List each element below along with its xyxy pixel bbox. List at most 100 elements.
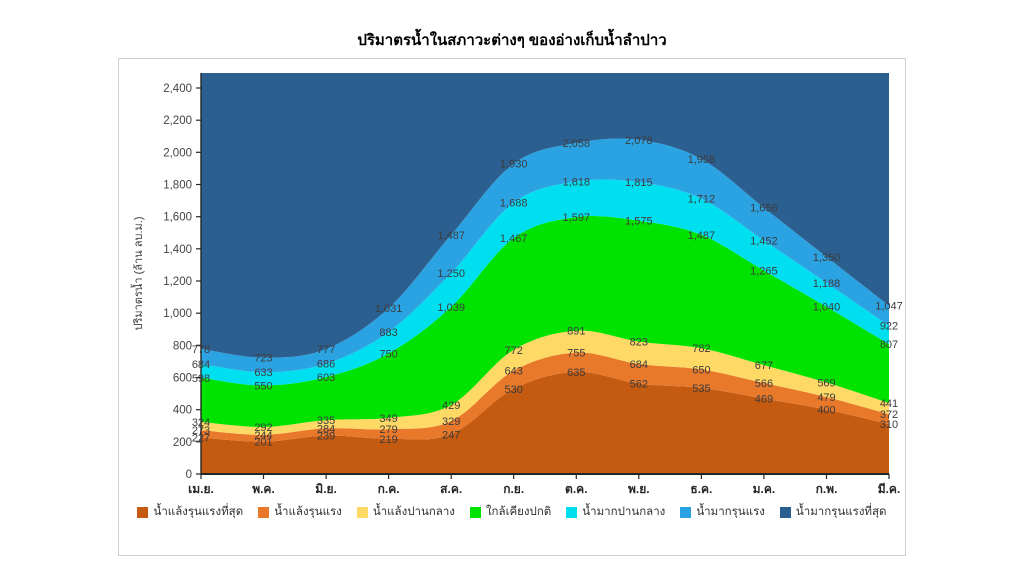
data-label: 1,815 [625, 177, 653, 189]
data-label: 244 [254, 430, 272, 442]
legend-item-6: น้ำมากรุนแรง [680, 503, 765, 521]
area-series-7 [201, 73, 889, 358]
data-label: 684 [630, 359, 648, 371]
data-label: 1,818 [563, 177, 591, 189]
y-axis-title: ปริมาตรน้ำ (ล้าน ลบ.ม.) [130, 216, 145, 330]
y-tick-label: 1,600 [163, 212, 192, 224]
x-category-label: เม.ย. [188, 482, 214, 496]
data-label: 284 [317, 423, 335, 435]
data-label: 372 [880, 409, 898, 421]
y-tick-label: 600 [173, 373, 192, 385]
legend-item-1: น้ำแล้งรุนแรงที่สุด [137, 503, 243, 521]
data-label: 1,487 [688, 230, 716, 242]
data-label: 677 [755, 360, 773, 372]
legend: น้ำแล้งรุนแรงที่สุด น้ำแล้งรุนแรง น้ำแล้งป… [119, 503, 905, 521]
data-label: 1,188 [813, 278, 841, 290]
legend-swatch-icon [258, 506, 270, 518]
legend-label: น้ำแล้งรุนแรง [274, 506, 342, 518]
data-label: 684 [192, 359, 210, 371]
data-label: 239 [317, 431, 335, 443]
y-tick-label: 1,200 [163, 276, 192, 288]
data-label: 1,712 [688, 194, 716, 206]
legend-label: น้ำมากปานกลาง [582, 506, 666, 518]
x-category-label: ธ.ค. [690, 482, 712, 496]
data-label: 1,031 [375, 303, 403, 315]
data-label: 1,467 [500, 233, 528, 245]
data-label: 1,040 [813, 302, 841, 314]
data-label: 777 [317, 344, 335, 356]
area-series-6 [201, 138, 889, 373]
y-tick-label: 200 [173, 437, 192, 449]
data-label: 686 [317, 359, 335, 371]
data-label: 650 [692, 365, 710, 377]
x-category-label: ส.ค. [440, 482, 462, 496]
data-label: 530 [505, 384, 523, 396]
data-label: 1,958 [688, 154, 716, 166]
data-label: 778 [192, 344, 210, 356]
y-tick-label: 800 [173, 340, 192, 352]
y-tick-label: 2,000 [163, 147, 192, 159]
data-label: 310 [880, 419, 898, 431]
y-tick-label: 0 [186, 469, 192, 481]
x-category-label: พ.ย. [628, 482, 650, 496]
data-label: 247 [442, 429, 460, 441]
legend-item-4: ใกล้เคียงปกติ [469, 503, 551, 521]
data-label: 429 [442, 400, 460, 412]
data-label: 1,350 [813, 252, 841, 264]
legend-swatch-icon [469, 506, 481, 518]
legend-swatch-icon [566, 506, 578, 518]
data-label: 603 [317, 372, 335, 384]
data-label: 441 [880, 398, 898, 410]
data-label: 1,575 [625, 216, 653, 228]
y-tick-label: 400 [173, 405, 192, 417]
data-label: 1,597 [563, 212, 591, 224]
area-series-1 [201, 371, 889, 474]
legend-label: น้ำแล้งปานกลาง [372, 506, 455, 518]
data-label: 635 [567, 367, 585, 379]
data-label: 598 [192, 373, 210, 385]
data-label: 566 [755, 378, 773, 390]
data-label: 643 [505, 366, 523, 378]
data-label: 1,656 [750, 203, 778, 215]
y-tick-label: 1,400 [163, 244, 192, 256]
data-label: 2,058 [563, 138, 591, 150]
data-label: 1,039 [437, 302, 465, 314]
legend-swatch-icon [356, 506, 368, 518]
x-category-label: ก.ค. [378, 482, 400, 496]
x-category-label: มี.ค. [878, 482, 901, 496]
x-category-label: ม.ค. [753, 482, 776, 496]
data-label: 349 [379, 413, 397, 425]
data-label: 279 [379, 424, 397, 436]
data-label: 1,250 [437, 268, 465, 280]
legend-swatch-icon [680, 506, 692, 518]
data-label: 1,930 [500, 159, 528, 171]
legend-label: น้ำมากรุนแรง [696, 506, 765, 518]
legend-swatch-icon [779, 506, 791, 518]
data-label: 292 [254, 422, 272, 434]
data-label: 479 [817, 392, 835, 404]
x-category-label: มิ.ย. [315, 482, 337, 496]
data-label: 562 [630, 379, 648, 391]
data-label: 335 [317, 415, 335, 427]
data-label: 723 [254, 353, 272, 365]
data-label: 535 [692, 383, 710, 395]
area-series-2 [201, 352, 889, 442]
data-label: 823 [630, 337, 648, 349]
data-label: 782 [692, 343, 710, 355]
plot-area: 0 200 400 600 800 1,000 1,200 1,400 1,600 1,800 2,… [130, 73, 903, 496]
y-tick-label: 1,000 [163, 308, 192, 320]
data-label: 324 [192, 417, 210, 429]
data-label: 201 [254, 437, 272, 449]
x-category-label: ก.ย. [503, 482, 524, 496]
chart-title: ปริมาตรน้ำในสภาวะต่างๆ ของอ่างเก็บน้ำลำป… [357, 32, 667, 49]
data-label: 227 [192, 433, 210, 445]
x-category-label: ก.พ. [816, 482, 838, 496]
data-label: 1,688 [500, 198, 528, 210]
area-series-5 [201, 179, 889, 386]
legend-swatch-icon [137, 506, 149, 518]
data-label: 750 [379, 348, 397, 360]
data-label: 883 [379, 327, 397, 339]
legend-item-5: น้ำมากปานกลาง [566, 503, 665, 521]
data-label: 1,265 [750, 266, 778, 278]
data-label: 400 [817, 405, 835, 417]
